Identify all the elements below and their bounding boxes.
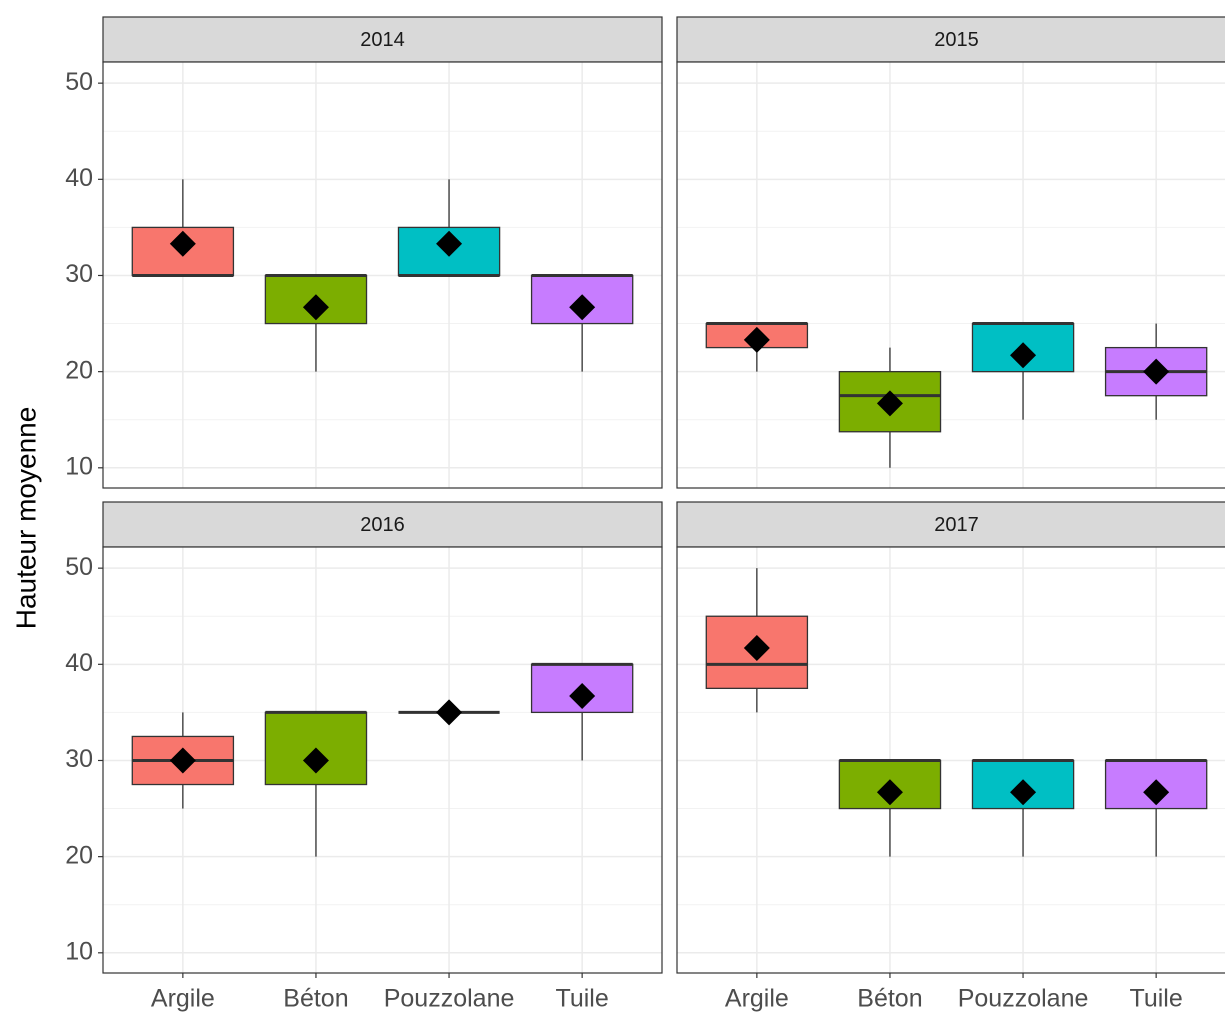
strip — [676, 501, 1225, 548]
x-tick-label: Tuile — [1130, 985, 1183, 1013]
panel-border — [102, 546, 663, 974]
mean-marker — [436, 230, 463, 257]
y-tick-label: 20 — [65, 841, 93, 869]
mean-marker — [169, 230, 196, 257]
mean-marker — [169, 747, 196, 774]
strip-label: 2014 — [360, 29, 405, 51]
strip-label: 2016 — [360, 514, 405, 536]
x-tick-label: Pouzzolane — [958, 985, 1089, 1013]
x-tick-label: Tuile — [556, 985, 609, 1013]
panel-border — [676, 61, 1225, 489]
mean-marker — [876, 390, 903, 417]
strip-label: 2015 — [934, 29, 979, 51]
mean-marker — [302, 747, 329, 774]
y-tick-label: 10 — [65, 452, 93, 480]
y-tick-label: 40 — [65, 164, 93, 192]
y-tick-label: 50 — [65, 553, 93, 581]
mean-marker — [569, 294, 596, 321]
strip-label: 2017 — [934, 514, 979, 536]
x-tick-label: Béton — [283, 985, 348, 1013]
strip — [676, 16, 1225, 63]
panel-border — [102, 61, 663, 489]
strip — [102, 16, 663, 63]
mean-marker — [1010, 779, 1037, 806]
panel-border — [676, 546, 1225, 974]
y-tick-label: 30 — [65, 260, 93, 288]
x-tick-label: Argile — [725, 985, 789, 1013]
mean-marker — [569, 683, 596, 710]
mean-marker — [876, 779, 903, 806]
strip — [102, 501, 663, 548]
x-tick-label: Béton — [857, 985, 922, 1013]
x-tick-label: Argile — [151, 985, 215, 1013]
y-tick-label: 20 — [65, 356, 93, 384]
y-tick-label: 30 — [65, 745, 93, 773]
mean-marker — [436, 699, 463, 726]
y-tick-label: 10 — [65, 937, 93, 965]
mean-marker — [743, 634, 770, 661]
mean-marker — [302, 294, 329, 321]
mean-marker — [1143, 358, 1170, 385]
mean-marker — [743, 326, 770, 353]
y-tick-label: 40 — [65, 649, 93, 677]
mean-marker — [1143, 779, 1170, 806]
x-tick-label: Pouzzolane — [384, 985, 515, 1013]
y-axis-label: Hauteur moyenne — [10, 407, 41, 630]
mean-marker — [1010, 342, 1037, 369]
y-tick-label: 50 — [65, 68, 93, 96]
